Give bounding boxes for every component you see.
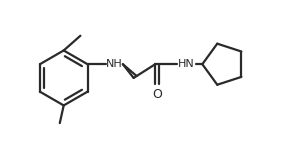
Text: O: O xyxy=(152,88,162,101)
Text: HN: HN xyxy=(178,59,195,69)
Text: NH: NH xyxy=(106,59,122,69)
